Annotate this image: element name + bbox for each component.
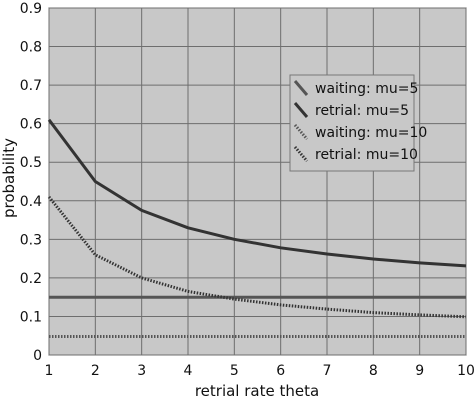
x-tick-label: 2 — [91, 363, 100, 379]
plot-area — [48, 7, 467, 356]
y-axis-label: probability — [0, 138, 18, 218]
x-tick-label: 6 — [276, 363, 285, 379]
legend-label: waiting: mu=5 — [315, 81, 418, 97]
y-tick-label: 0.2 — [20, 271, 42, 287]
x-tick-label: 4 — [184, 363, 193, 379]
legend: waiting: mu=5 retrial: mu=5 waiting: mu=10… — [289, 74, 427, 172]
series-lines — [47, 118, 467, 338]
y-tick-label: 0.3 — [20, 232, 42, 248]
series-line-3 — [47, 195, 467, 319]
y-tick-label: 0.6 — [20, 117, 42, 133]
legend-label: waiting: mu=10 — [315, 125, 427, 141]
x-tick-label: 3 — [137, 363, 146, 379]
x-tick-label: 1 — [45, 363, 54, 379]
legend-label: retrial: mu=10 — [315, 147, 418, 163]
x-axis-label: retrial rate theta — [195, 382, 319, 400]
y-tick-label: 0.8 — [20, 40, 42, 56]
grid — [48, 7, 467, 356]
legend-swatch-3 — [293, 146, 309, 162]
y-tick-label: 0.9 — [20, 1, 42, 17]
y-tick-label: 0.7 — [20, 78, 42, 94]
x-tick-label: 9 — [415, 363, 424, 379]
legend-swatch-0 — [293, 80, 309, 96]
legend-label: retrial: mu=5 — [315, 103, 409, 119]
plot-background — [48, 7, 467, 356]
series-line-1 — [47, 118, 467, 268]
x-tick-label: 7 — [323, 363, 332, 379]
y-tick-label: 0.1 — [20, 309, 42, 325]
legend-swatch-1 — [293, 102, 309, 118]
y-tick-label: 0.5 — [20, 155, 42, 171]
x-tick-label: 8 — [369, 363, 378, 379]
tick-labels: 1 2 3 4 5 6 7 8 9 10 0 0.1 0.2 0.3 0.4 0.5 0.6 0.7 0.8 0.9 — [20, 1, 474, 379]
x-tick-label: 10 — [457, 363, 474, 379]
y-tick-label: 0 — [33, 348, 42, 364]
legend-swatch-2 — [293, 124, 309, 140]
x-tick-label: 5 — [230, 363, 239, 379]
legend-box — [289, 74, 415, 172]
y-tick-label: 0.4 — [20, 194, 42, 210]
